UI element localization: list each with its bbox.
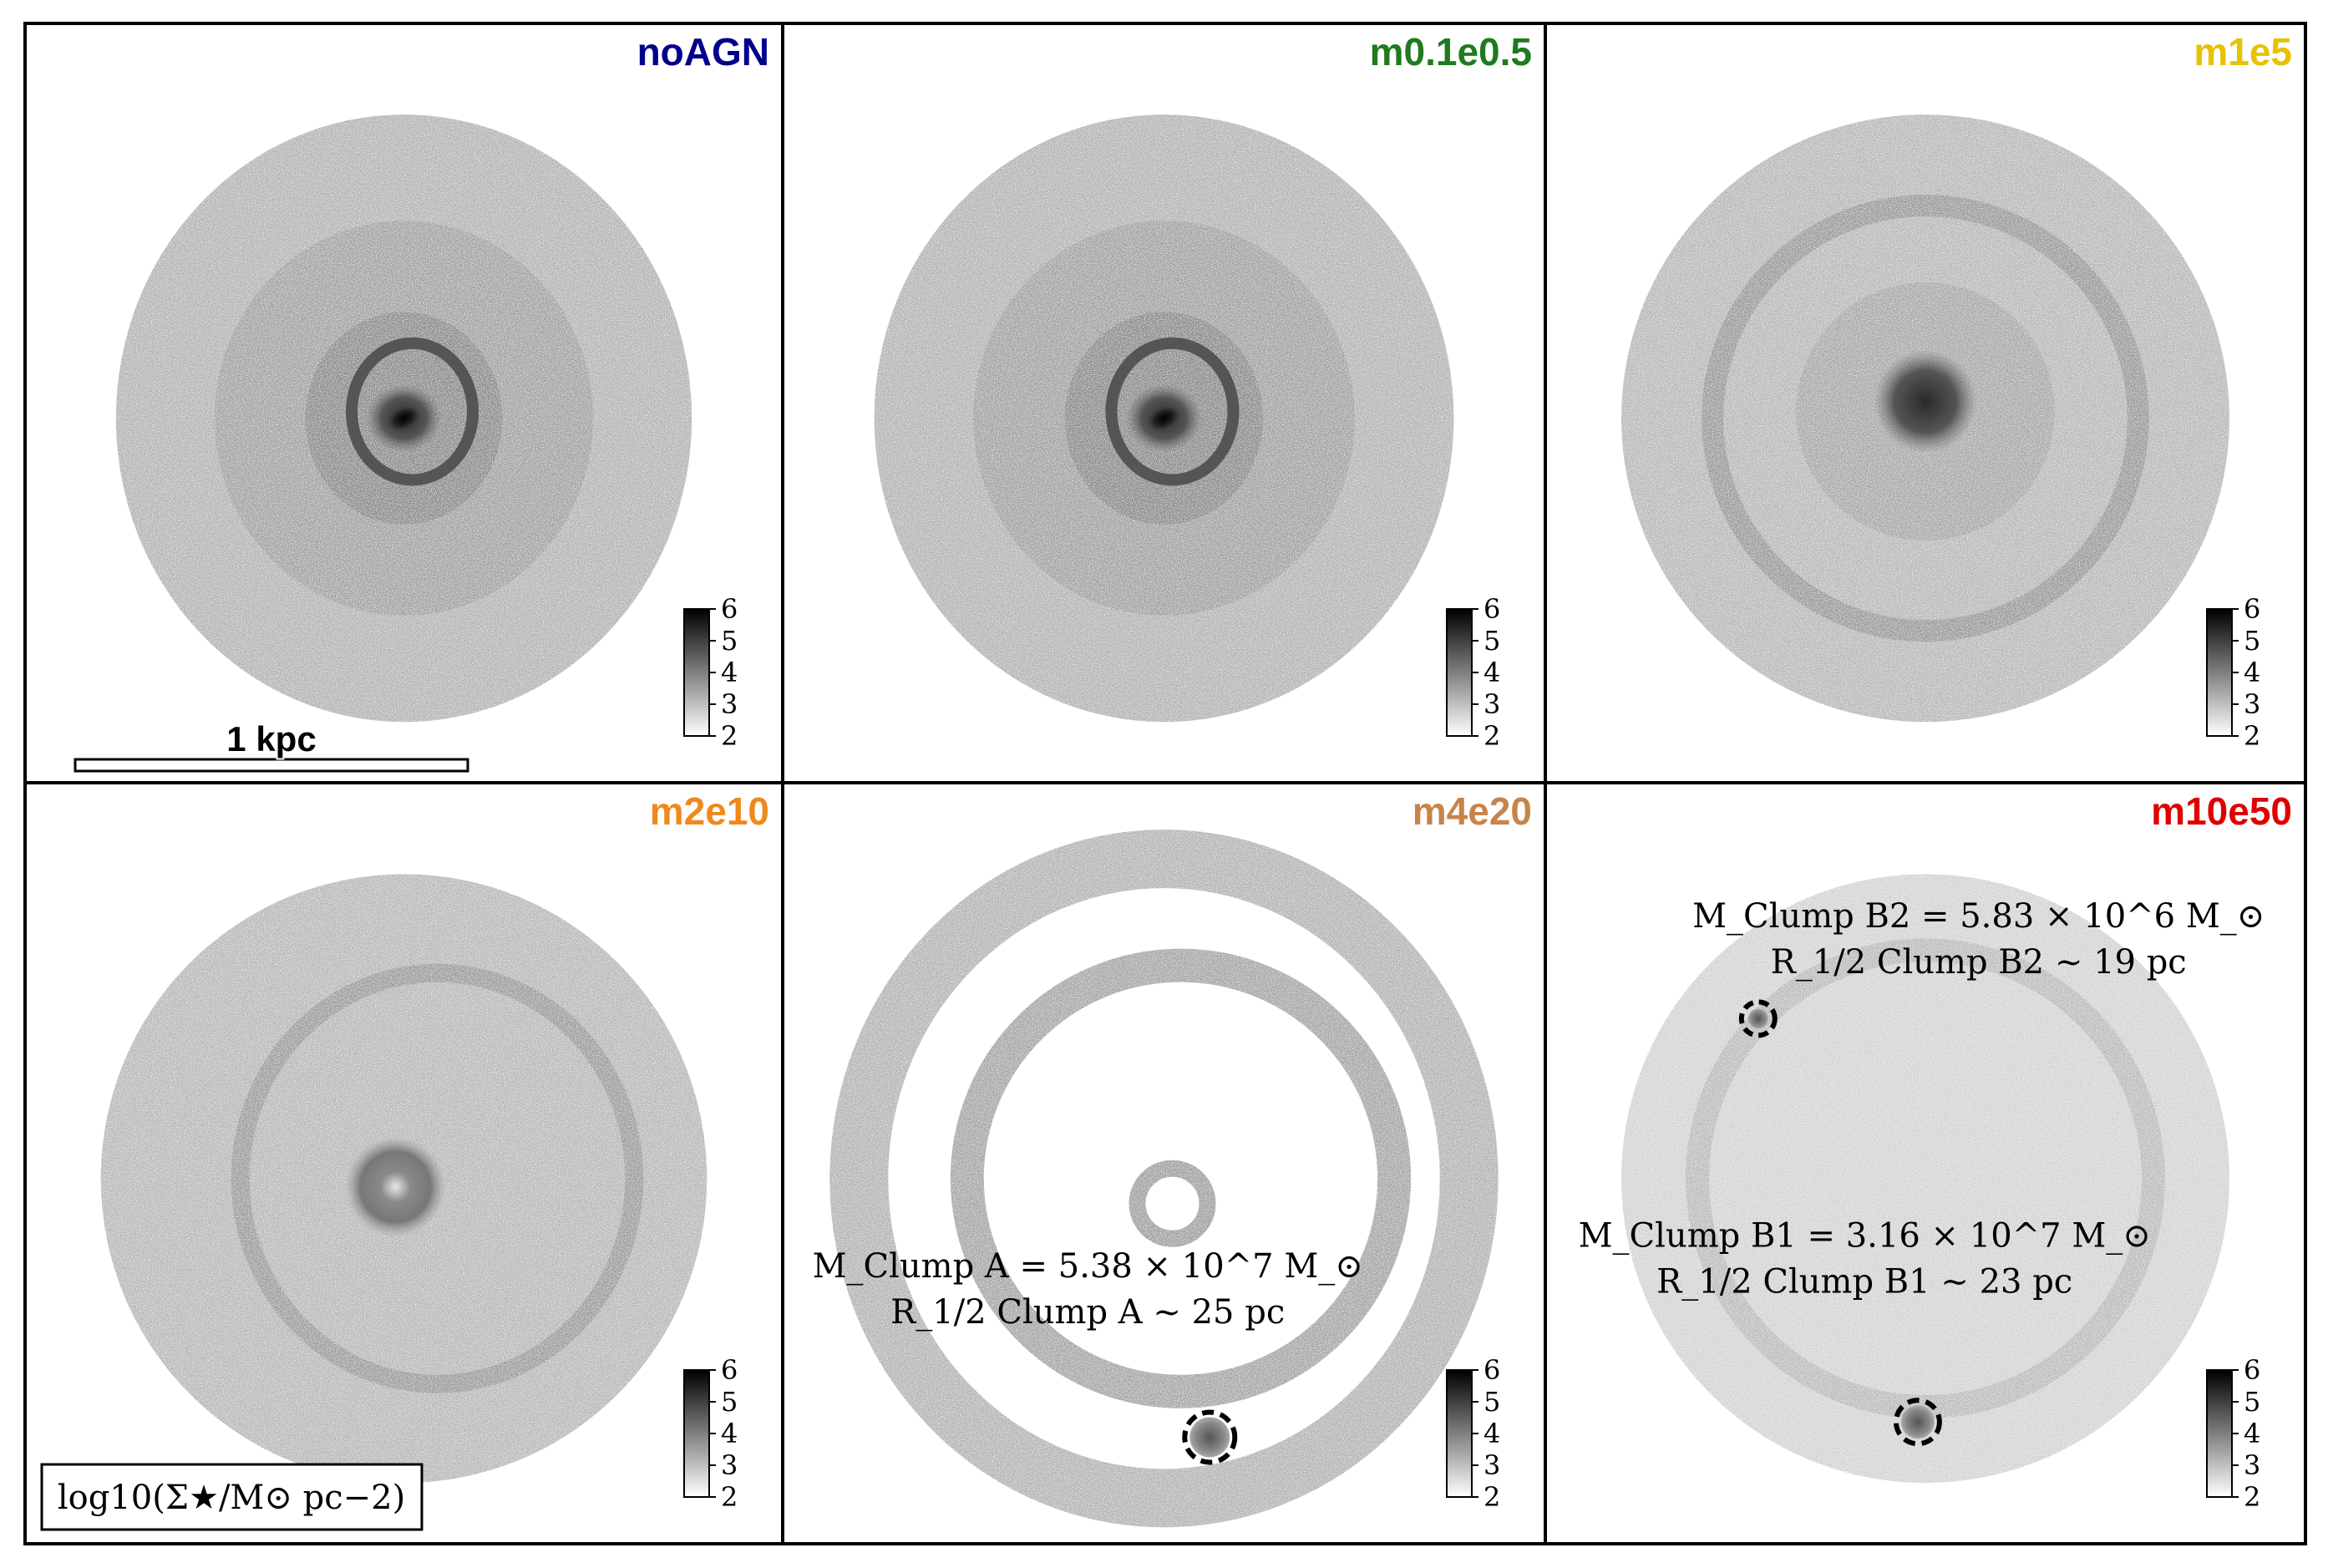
spiral-arm — [1105, 337, 1240, 486]
clump-a — [1189, 1417, 1230, 1458]
clump-a-marker — [1182, 1409, 1238, 1465]
colorbar-tick-label: 6 — [721, 1354, 738, 1386]
colorbar-tick-label: 3 — [2244, 1449, 2260, 1481]
colorbar-tick-label: 4 — [1484, 657, 1500, 688]
colorbar-tick-label: 5 — [721, 1386, 738, 1418]
colorbar — [683, 1369, 710, 1498]
clump-b2-radius: R_1/2 Clump B2 ~ 19 pc — [1771, 943, 2187, 982]
bar-core — [384, 403, 424, 434]
clump-a-mass: M_Clump A = 5.38 × 10^7 M_⊙ — [813, 1247, 1363, 1286]
colorbar-tick-label: 3 — [2244, 688, 2260, 720]
colorbar-tick-label: 5 — [2244, 625, 2260, 657]
colorbar-tick-label: 5 — [2244, 1386, 2260, 1418]
panel-label: m10e50 — [2151, 789, 2292, 833]
panel-frame — [1544, 781, 2307, 1545]
colorbar-tick-label: 4 — [2244, 1418, 2260, 1449]
core — [345, 1136, 446, 1237]
clump-b1-mass: M_Clump B1 = 3.16 × 10^7 M_⊙ — [1579, 1217, 2151, 1256]
clump-b1 — [1900, 1405, 1935, 1439]
ring — [1702, 195, 2149, 642]
colorbar-tick-label: 4 — [721, 657, 738, 688]
spiral-arm — [345, 337, 479, 486]
colorbar — [1446, 608, 1473, 737]
colorbar-tick-label: 2 — [1484, 720, 1500, 752]
colorbar-tick-label: 2 — [2244, 1481, 2260, 1513]
inner-ring — [950, 948, 1412, 1408]
clump-b2-marker — [1738, 999, 1778, 1038]
clump-a-radius: R_1/2 Clump A ~ 25 pc — [890, 1293, 1285, 1332]
colorbar-tick-label: 4 — [2244, 657, 2260, 688]
colorbar-tick-label: 6 — [1484, 593, 1500, 625]
colorbar — [2206, 1369, 2233, 1498]
colorbar — [1446, 1369, 1473, 1498]
core-ring — [1128, 1160, 1216, 1247]
scale-bar — [74, 758, 469, 773]
bar-core — [1144, 403, 1184, 434]
panel-label: m4e20 — [1413, 789, 1532, 833]
colorbar-label: log10(Σ★/M⊙ pc−2) — [58, 1479, 405, 1517]
clump-b2-mass: M_Clump B2 = 5.83 × 10^6 M_⊙ — [1692, 897, 2265, 936]
panel-label: m1e5 — [2194, 30, 2292, 74]
colorbar — [683, 608, 710, 737]
colorbar-tick-label: 3 — [721, 688, 738, 720]
scale-bar-label: 1 kpc — [226, 719, 316, 759]
colorbar-tick-label: 6 — [2244, 593, 2260, 625]
clump-b1-radius: R_1/2 Clump B1 ~ 23 pc — [1656, 1262, 2072, 1301]
colorbar-tick-label: 2 — [721, 1481, 738, 1513]
panel-label: m2e10 — [650, 789, 769, 833]
colorbar-tick-label: 4 — [721, 1418, 738, 1449]
panel-m4e20: M_Clump A = 5.38 × 10^7 M_⊙ R_1/2 Clump A… — [781, 781, 1547, 1545]
clump-b1-marker — [1893, 1398, 1942, 1447]
colorbar-tick-label: 6 — [1484, 1354, 1500, 1386]
colorbar-tick-label: 5 — [721, 625, 738, 657]
colorbar-tick-label: 6 — [721, 593, 738, 625]
colorbar-tick-label: 3 — [721, 1449, 738, 1481]
disk-particles — [829, 830, 1499, 1528]
outer-ring — [829, 830, 1499, 1528]
core — [1874, 349, 1977, 454]
panel-label: noAGN — [637, 30, 769, 74]
ring — [231, 963, 644, 1393]
colorbar-tick-label: 3 — [1484, 688, 1500, 720]
colorbar-tick-label: 5 — [1484, 1386, 1500, 1418]
colorbar-tick-label: 2 — [2244, 720, 2260, 752]
colorbar-label-box — [40, 1463, 424, 1531]
panel-m10e50: M_Clump B2 = 5.83 × 10^6 M_⊙ R_1/2 Clump … — [1544, 781, 2307, 1545]
panel-label: m0.1e0.5 — [1370, 30, 1532, 74]
colorbar-tick-label: 2 — [1484, 1481, 1500, 1513]
colorbar-tick-label: 3 — [1484, 1449, 1500, 1481]
colorbar-tick-label: 6 — [2244, 1354, 2260, 1386]
clump-b2 — [1747, 1008, 1768, 1029]
colorbar-tick-label: 2 — [721, 720, 738, 752]
faint-ring — [1686, 938, 2165, 1419]
colorbar-tick-label: 5 — [1484, 625, 1500, 657]
colorbar-tick-label: 4 — [1484, 1418, 1500, 1449]
colorbar — [2206, 608, 2233, 737]
